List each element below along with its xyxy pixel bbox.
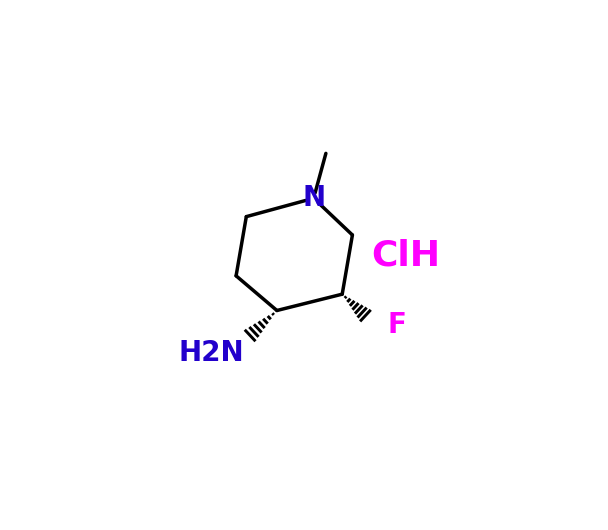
Text: H2N: H2N — [179, 339, 244, 367]
Text: N: N — [302, 184, 325, 213]
Text: F: F — [387, 311, 406, 339]
Text: ClH: ClH — [371, 238, 440, 272]
